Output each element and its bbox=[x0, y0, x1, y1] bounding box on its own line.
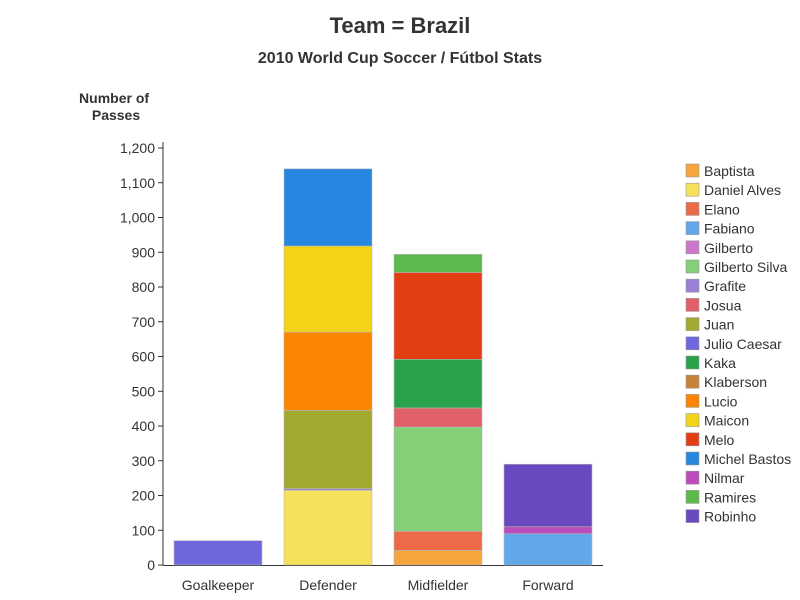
legend-label: Daniel Alves bbox=[704, 182, 781, 198]
legend-label: Julio Caesar bbox=[704, 336, 782, 352]
plot-area: 0 100 200 300 400 500 600 700 800 900 1,000 1,100 1,… bbox=[120, 140, 603, 593]
legend-label: Melo bbox=[704, 432, 735, 448]
legend-label: Grafite bbox=[704, 278, 746, 294]
legend-swatch bbox=[685, 413, 700, 427]
y-tick-label: 200 bbox=[132, 488, 156, 504]
x-tick-label: Midfielder bbox=[408, 577, 469, 593]
legend-label: Juan bbox=[704, 317, 734, 333]
x-tick-label: Forward bbox=[522, 577, 573, 593]
legend-label: Gilberto bbox=[704, 240, 753, 256]
legend-swatch bbox=[685, 432, 700, 447]
x-tick-label: Goalkeeper bbox=[182, 577, 255, 593]
y-tick-label: 700 bbox=[132, 314, 156, 330]
bar-segment bbox=[283, 331, 373, 411]
x-tick-label: Defender bbox=[299, 577, 357, 593]
legend-swatch bbox=[685, 182, 700, 197]
bar-segment bbox=[393, 407, 483, 428]
legend-label: Baptista bbox=[704, 163, 755, 179]
legend-swatch bbox=[685, 202, 700, 216]
y-tick-label: 100 bbox=[132, 522, 156, 538]
legend-swatch bbox=[685, 490, 700, 504]
bar-segment bbox=[393, 550, 483, 566]
legend-label: Ramires bbox=[704, 489, 756, 505]
bar-segment bbox=[503, 526, 593, 535]
y-tick-label: 600 bbox=[132, 349, 156, 365]
legend-label: Michel Bastos bbox=[704, 451, 791, 467]
chart-subtitle: 2010 World Cup Soccer / Fútbol Stats bbox=[258, 50, 542, 67]
legend-label: Elano bbox=[704, 201, 740, 217]
legend-label: Nilmar bbox=[704, 470, 745, 486]
bar-segment bbox=[393, 426, 483, 532]
y-tick-label: 1,000 bbox=[120, 210, 155, 226]
legend-swatch bbox=[685, 470, 700, 485]
legend-swatch bbox=[685, 259, 700, 274]
bar-segment bbox=[283, 245, 373, 333]
legend-swatch bbox=[685, 451, 700, 466]
y-tick-label: 0 bbox=[147, 557, 155, 573]
legend-swatch bbox=[685, 374, 700, 389]
bar-segment bbox=[283, 489, 373, 566]
legend-swatch bbox=[685, 355, 700, 370]
legend-label: Lucio bbox=[704, 393, 738, 409]
bar-segment bbox=[393, 530, 483, 551]
legend-label: Maicon bbox=[704, 413, 749, 429]
legend-swatch bbox=[685, 163, 700, 178]
y-tick-label: 300 bbox=[132, 453, 156, 469]
legend-swatch bbox=[685, 221, 700, 235]
legend-label: Robinho bbox=[704, 509, 756, 525]
legend-swatch bbox=[685, 298, 700, 312]
y-axis-title-line-1: Number of bbox=[79, 90, 149, 106]
legend-label: Fabiano bbox=[704, 221, 755, 237]
bar-segment bbox=[283, 410, 373, 489]
y-axis-title-line-2: Passes bbox=[92, 107, 140, 123]
bar-segment bbox=[283, 168, 373, 247]
y-tick-label: 800 bbox=[132, 279, 156, 295]
legend-swatch bbox=[685, 336, 700, 351]
legend-label: Klaberson bbox=[704, 374, 767, 390]
legend-swatch bbox=[685, 317, 700, 331]
bar-segment bbox=[503, 533, 593, 566]
legend-swatch bbox=[685, 394, 700, 408]
bar-segment bbox=[393, 254, 483, 273]
y-axis-title: Number of Passes bbox=[79, 90, 153, 123]
bar-segment bbox=[173, 540, 263, 566]
legend-label: Gilberto Silva bbox=[704, 259, 787, 275]
y-tick-label: 1,200 bbox=[120, 140, 155, 156]
legend-swatch bbox=[685, 278, 700, 293]
bar-segment bbox=[503, 463, 593, 528]
y-tick-label: 900 bbox=[132, 244, 156, 260]
legend-swatch bbox=[685, 509, 700, 523]
y-tick-label: 500 bbox=[132, 383, 156, 399]
bar-segment bbox=[393, 272, 483, 360]
legend-swatch bbox=[685, 240, 700, 255]
y-tick-label: 1,100 bbox=[120, 175, 155, 191]
legend-label: Kaka bbox=[704, 355, 736, 371]
bar-segment bbox=[393, 358, 483, 409]
y-tick-label: 400 bbox=[132, 418, 156, 434]
chart-title: Team = Brazil bbox=[330, 13, 471, 38]
legend-label: Josua bbox=[704, 297, 742, 313]
legend: Baptista Daniel Alves Elano Fabiano Gilberto… bbox=[685, 163, 791, 525]
